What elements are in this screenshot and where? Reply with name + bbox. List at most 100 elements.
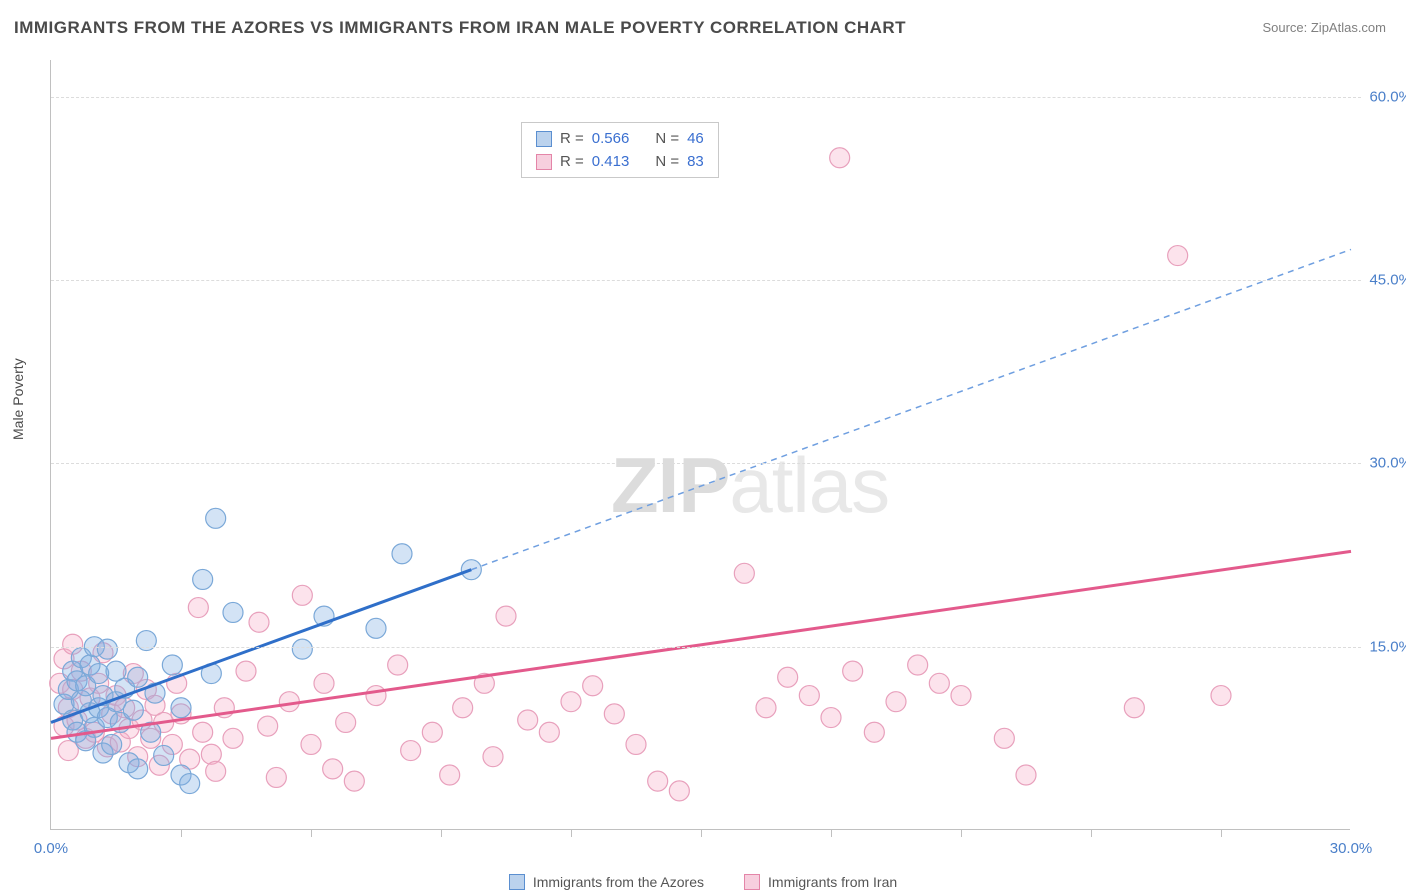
point-iran xyxy=(388,655,408,675)
r-value-iran: 0.413 xyxy=(592,153,630,170)
point-iran xyxy=(292,585,312,605)
correlation-stats-box: R = 0.566 N = 46 R = 0.413 N = 83 xyxy=(521,122,719,178)
point-azores xyxy=(162,655,182,675)
point-azores xyxy=(171,698,191,718)
point-azores xyxy=(89,664,109,684)
x-tick-minor xyxy=(1091,829,1092,837)
point-azores xyxy=(180,774,200,794)
legend-item-azores: Immigrants from the Azores xyxy=(509,874,704,890)
point-iran xyxy=(453,698,473,718)
n-value-azores: 46 xyxy=(687,130,704,147)
r-label: R = xyxy=(560,130,584,147)
point-iran xyxy=(929,673,949,693)
point-iran xyxy=(483,747,503,767)
swatch-iran-icon xyxy=(536,154,552,170)
point-iran xyxy=(344,771,364,791)
point-iran xyxy=(1016,765,1036,785)
point-iran xyxy=(843,661,863,681)
point-iran xyxy=(401,741,421,761)
point-iran xyxy=(366,686,386,706)
point-iran xyxy=(669,781,689,801)
legend: Immigrants from the Azores Immigrants fr… xyxy=(0,874,1406,890)
gridline-h xyxy=(51,463,1361,464)
gridline-h xyxy=(51,280,1361,281)
point-iran xyxy=(626,734,646,754)
point-azores xyxy=(392,544,412,564)
point-iran xyxy=(561,692,581,712)
point-iran xyxy=(58,741,78,761)
x-tick-minor xyxy=(1221,829,1222,837)
point-iran xyxy=(314,673,334,693)
point-iran xyxy=(258,716,278,736)
swatch-iran-icon xyxy=(744,874,760,890)
y-tick-label: 30.0% xyxy=(1369,455,1406,472)
point-iran xyxy=(994,728,1014,748)
point-iran xyxy=(799,686,819,706)
point-iran xyxy=(1124,698,1144,718)
y-tick-label: 15.0% xyxy=(1369,638,1406,655)
point-iran xyxy=(223,728,243,748)
trendline-azores-dashed xyxy=(471,249,1351,569)
y-axis-label: Male Poverty xyxy=(10,358,26,440)
point-iran xyxy=(1211,686,1231,706)
point-iran xyxy=(648,771,668,791)
point-azores xyxy=(102,734,122,754)
source-attribution: Source: ZipAtlas.com xyxy=(1262,20,1386,35)
x-tick-minor xyxy=(311,829,312,837)
point-iran xyxy=(422,722,442,742)
point-iran xyxy=(236,661,256,681)
point-azores xyxy=(123,700,143,720)
x-tick-label: 30.0% xyxy=(1330,840,1373,857)
point-iran xyxy=(778,667,798,687)
point-iran xyxy=(951,686,971,706)
point-azores xyxy=(128,759,148,779)
source-value: ZipAtlas.com xyxy=(1311,20,1386,35)
legend-item-iran: Immigrants from Iran xyxy=(744,874,897,890)
point-iran xyxy=(336,712,356,732)
swatch-azores-icon xyxy=(536,131,552,147)
point-azores xyxy=(223,602,243,622)
point-iran xyxy=(188,598,208,618)
x-tick-minor xyxy=(701,829,702,837)
legend-label-iran: Immigrants from Iran xyxy=(768,874,897,890)
point-iran xyxy=(908,655,928,675)
gridline-h xyxy=(51,647,1361,648)
stats-row-azores: R = 0.566 N = 46 xyxy=(522,127,718,150)
source-label: Source: xyxy=(1262,20,1310,35)
point-iran xyxy=(518,710,538,730)
point-iran xyxy=(496,606,516,626)
stats-row-iran: R = 0.413 N = 83 xyxy=(522,150,718,173)
r-label: R = xyxy=(560,153,584,170)
trendline-iran xyxy=(51,551,1351,738)
chart-title: IMMIGRANTS FROM THE AZORES VS IMMIGRANTS… xyxy=(14,18,906,38)
point-iran xyxy=(249,612,269,632)
point-azores xyxy=(193,569,213,589)
n-value-iran: 83 xyxy=(687,153,704,170)
point-iran xyxy=(193,722,213,742)
y-tick-label: 45.0% xyxy=(1369,272,1406,289)
point-iran xyxy=(821,708,841,728)
x-tick-minor xyxy=(181,829,182,837)
point-iran xyxy=(1168,246,1188,266)
point-azores xyxy=(206,508,226,528)
point-iran xyxy=(301,734,321,754)
r-value-azores: 0.566 xyxy=(592,130,630,147)
y-tick-label: 60.0% xyxy=(1369,88,1406,105)
point-azores xyxy=(154,745,174,765)
n-label: N = xyxy=(655,153,679,170)
x-tick-minor xyxy=(571,829,572,837)
point-iran xyxy=(440,765,460,785)
x-tick-minor xyxy=(441,829,442,837)
point-iran xyxy=(830,148,850,168)
point-iran xyxy=(886,692,906,712)
point-azores xyxy=(366,618,386,638)
n-label: N = xyxy=(655,130,679,147)
swatch-azores-icon xyxy=(509,874,525,890)
point-iran xyxy=(734,563,754,583)
point-azores xyxy=(97,639,117,659)
point-iran xyxy=(323,759,343,779)
point-iran xyxy=(539,722,559,742)
plot-area: ZIPatlas R = 0.566 N = 46 R = 0.413 N = … xyxy=(50,60,1350,830)
x-tick-label: 0.0% xyxy=(34,840,68,857)
point-iran xyxy=(864,722,884,742)
